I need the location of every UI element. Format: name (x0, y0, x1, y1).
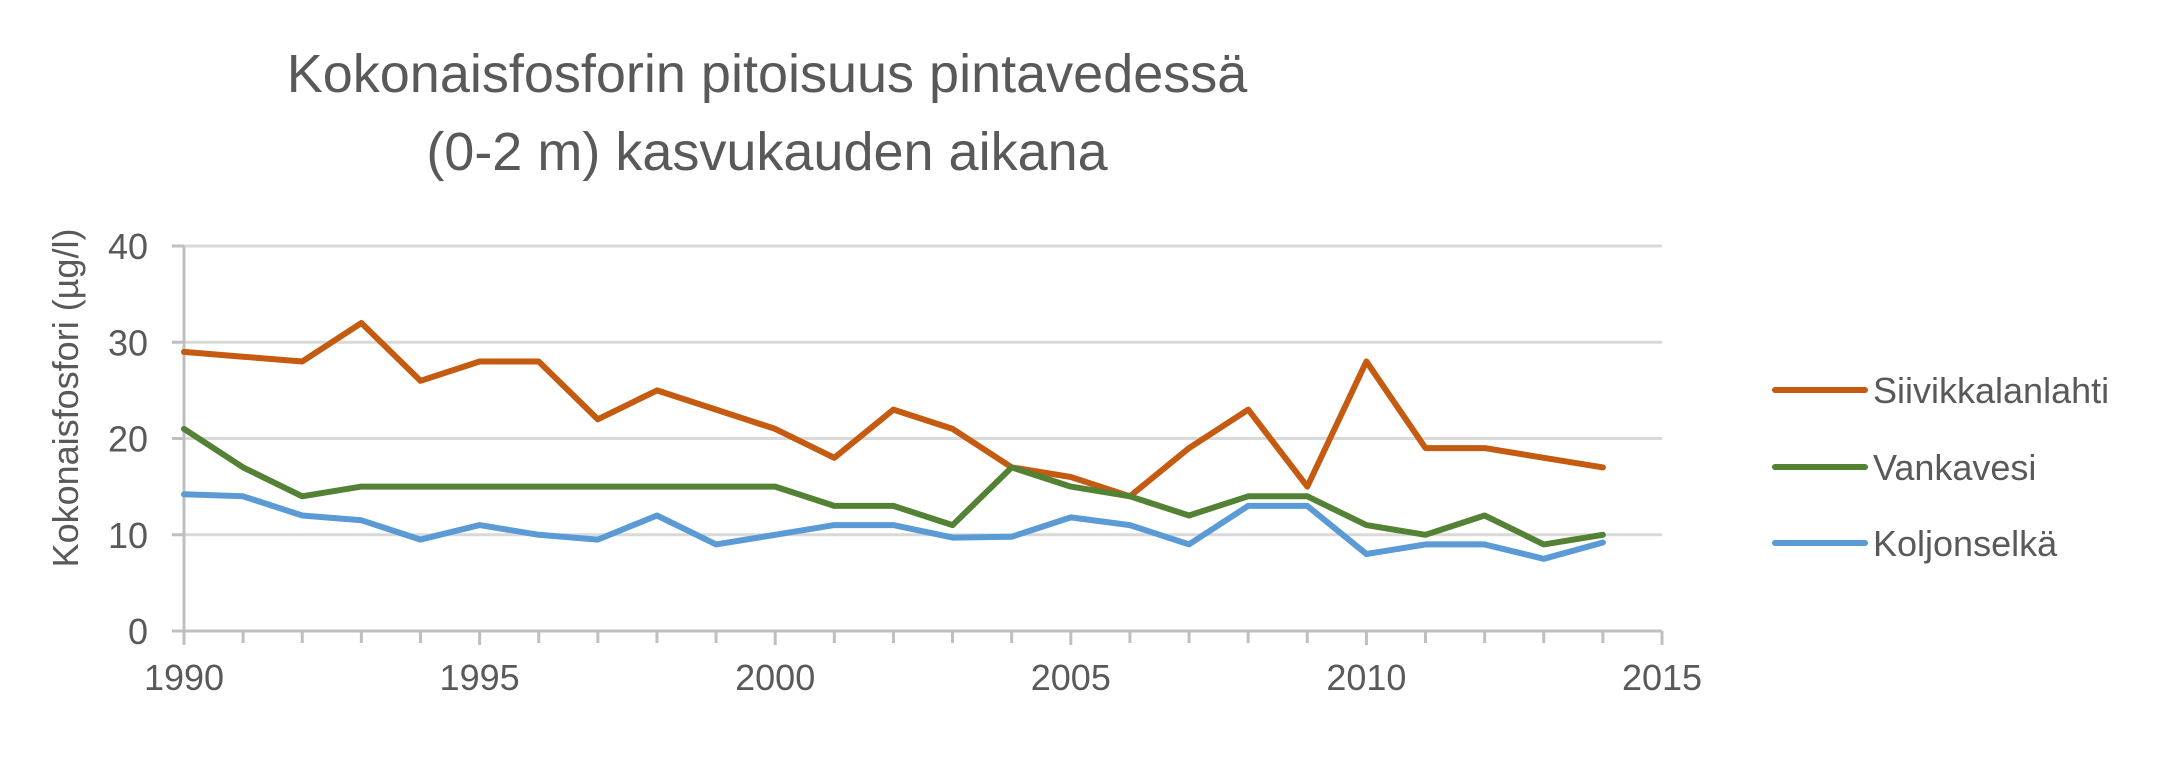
legend-label-koljonselkä: Koljonselkä (1873, 523, 2058, 564)
x-tick-label-2015: 2015 (1622, 657, 1702, 698)
x-tick-label-1990: 1990 (144, 657, 224, 698)
y-axis-label: Kokonaisfosfori (µg/l) (45, 229, 86, 568)
series-line-koljonselkä (181, 491, 1606, 562)
series-line-vankavesi (181, 425, 1606, 548)
y-tick-label-0: 0 (128, 611, 148, 652)
y-tick-label-20: 20 (108, 419, 148, 460)
legend: Siivikkalanlahti Vankavesi Koljonselkä (1772, 370, 2109, 564)
x-tick-label-2005: 2005 (1031, 657, 1111, 698)
chart-title-line-1: Kokonaisfosforin pitoisuus pintavedessä (287, 44, 1249, 104)
y-tick-label-40: 40 (108, 226, 148, 267)
gridlines (184, 244, 1662, 537)
series-lines (181, 320, 1606, 562)
x-tick-label-1995: 1995 (440, 657, 520, 698)
series-line-siivikkalanlahti (181, 320, 1606, 500)
x-tick-label-2000: 2000 (735, 657, 815, 698)
axes: 0 10 20 30 40 1990 1995 2000 2005 2010 2015 (108, 226, 1702, 698)
legend-label-vankavesi: Vankavesi (1873, 447, 2036, 488)
legend-label-siivikkalanlahti: Siivikkalanlahti (1873, 370, 2109, 411)
y-tick-label-10: 10 (108, 515, 148, 556)
x-tick-label-2010: 2010 (1326, 657, 1406, 698)
chart-title-line-2: (0-2 m) kasvukauden aikana (426, 122, 1108, 182)
y-tick-label-30: 30 (108, 322, 148, 363)
